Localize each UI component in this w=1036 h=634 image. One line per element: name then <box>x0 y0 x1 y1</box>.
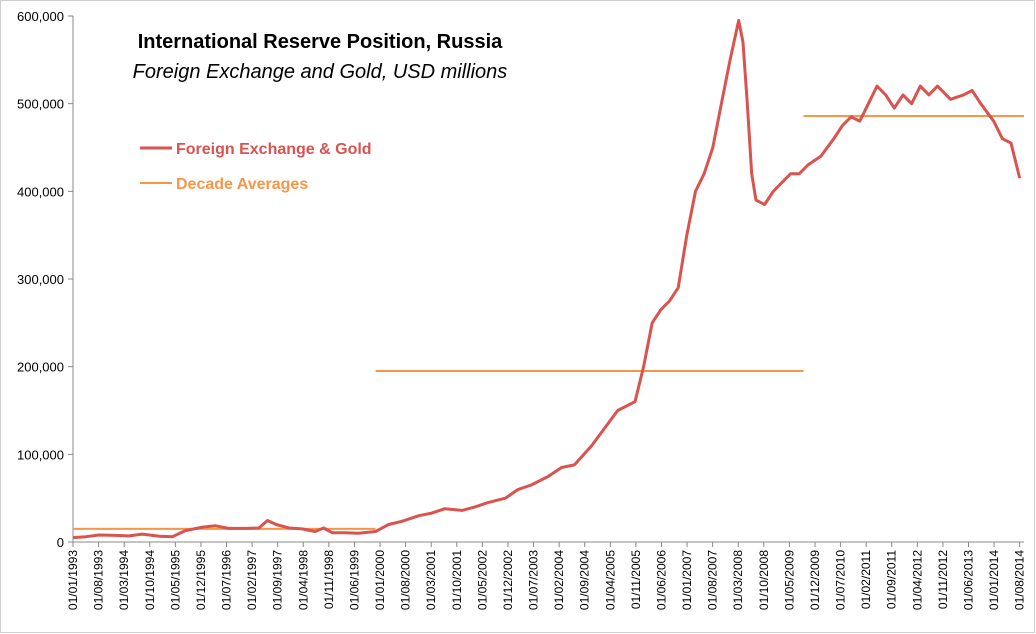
x-tick-label: 01/01/1993 <box>66 550 80 610</box>
x-tick-label: 01/12/2002 <box>501 550 515 610</box>
x-tick-label: 01/08/2000 <box>399 550 413 610</box>
x-tick-label: 01/04/2012 <box>910 550 924 610</box>
x-tick-label: 01/04/1998 <box>296 550 310 610</box>
x-tick-label: 01/09/2004 <box>578 550 592 610</box>
legend-label-fx-gold: Foreign Exchange & Gold <box>176 141 372 158</box>
legend: Foreign Exchange & Gold Decade Averages <box>140 141 372 193</box>
x-tick-label: 01/02/2011 <box>859 550 873 609</box>
y-axis: 0 100,000 200,000 300,000 400,000 500,000 600,… <box>17 9 74 550</box>
y-tick-label: 400,000 <box>17 184 64 199</box>
x-tick-label: 01/05/1995 <box>168 550 182 610</box>
series-line-fx-gold <box>72 18 1022 540</box>
x-tick-label: 01/01/2014 <box>987 550 1001 610</box>
y-tick-label: 200,000 <box>17 360 64 375</box>
x-tick-label: 01/03/2001 <box>424 550 438 610</box>
x-tick-label: 01/05/2009 <box>782 550 796 610</box>
x-tick-label: 01/02/2004 <box>552 550 566 610</box>
x-tick-label: 01/12/1995 <box>194 550 208 610</box>
x-tick-label: 01/11/2005 <box>629 550 643 609</box>
x-tick-label: 01/01/2000 <box>373 550 387 610</box>
legend-label-decade-averages: Decade Averages <box>176 176 308 193</box>
x-tick-label: 01/07/1996 <box>220 550 234 610</box>
x-tick-label: 01/08/2014 <box>1013 550 1027 610</box>
x-tick-label: 01/09/1997 <box>271 550 285 610</box>
x-tick-label: 01/10/2001 <box>450 550 464 610</box>
x-tick-label: 01/08/1993 <box>92 550 106 610</box>
x-tick-label: 01/06/1999 <box>347 550 361 610</box>
y-tick-label: 600,000 <box>17 9 64 24</box>
x-tick-label: 01/07/2003 <box>527 550 541 610</box>
x-tick-label: 01/03/2008 <box>731 550 745 610</box>
x-tick-label: 01/08/2007 <box>706 550 720 610</box>
x-tick-label: 01/10/2008 <box>757 550 771 610</box>
y-tick-label: 300,000 <box>17 272 64 287</box>
x-tick-label: 01/02/1997 <box>245 550 259 610</box>
y-tick-label: 0 <box>57 535 64 550</box>
chart-title: International Reserve Position, Russia <box>138 31 503 53</box>
x-tick-label: 01/09/2011 <box>885 550 899 609</box>
x-axis: 01/01/1993 01/08/1993 01/03/1994 01/10/1994… <box>66 541 1027 610</box>
y-tick-label: 100,000 <box>17 447 64 462</box>
y-tick-label: 500,000 <box>17 97 64 112</box>
x-tick-label: 01/06/2013 <box>962 550 976 610</box>
x-tick-label: 01/12/2009 <box>808 550 822 610</box>
series-lines <box>72 18 1022 540</box>
x-tick-label: 01/11/1998 <box>322 550 336 609</box>
x-tick-label: 01/06/2006 <box>654 550 668 610</box>
chart-subtitle: Foreign Exchange and Gold, USD millions <box>133 61 508 83</box>
x-tick-label: 01/04/2005 <box>603 550 617 610</box>
x-tick-label: 01/05/2002 <box>475 550 489 610</box>
x-tick-label: 01/11/2012 <box>936 550 950 609</box>
x-tick-label: 01/03/1994 <box>117 550 131 610</box>
x-tick-label: 01/07/2010 <box>834 550 848 610</box>
x-tick-label: 01/01/2007 <box>680 550 694 610</box>
x-tick-label: 01/10/1994 <box>143 550 157 610</box>
